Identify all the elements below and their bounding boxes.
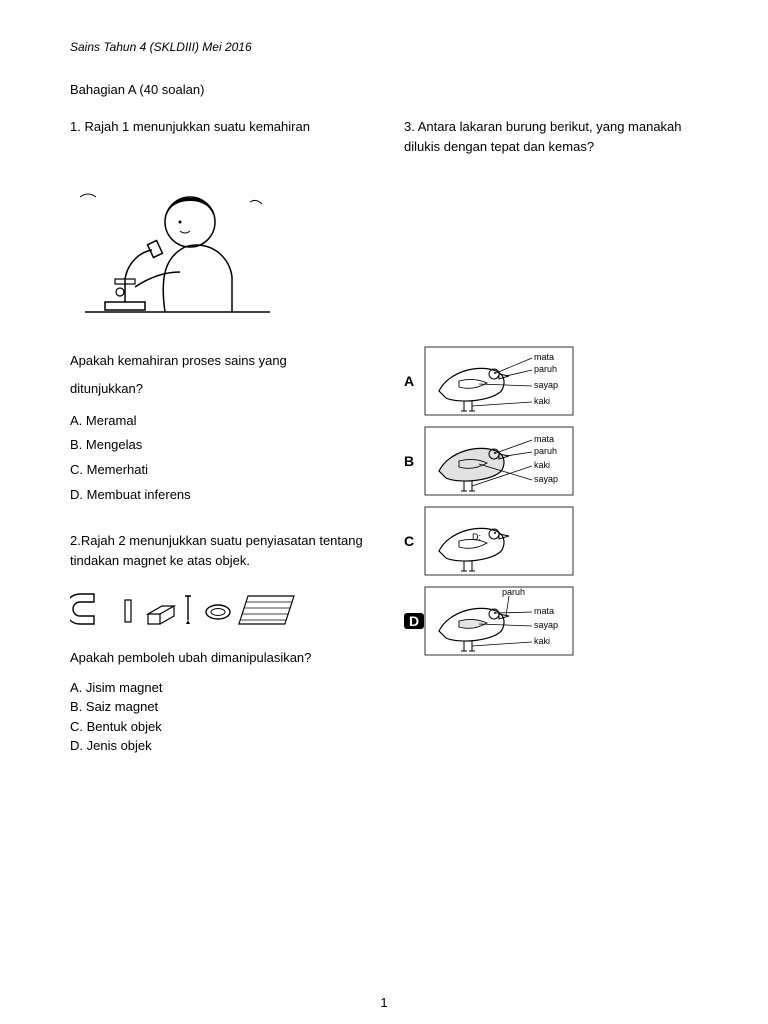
q3-option-b[interactable]: B mata paruh kaki sayap — [404, 426, 698, 496]
svg-text:mata: mata — [534, 434, 554, 444]
svg-text:sayap: sayap — [534, 380, 558, 390]
magnet-objects-icon — [70, 584, 320, 634]
q2-option-a[interactable]: A. Jisim magnet — [70, 678, 364, 698]
q2-option-b[interactable]: B. Saiz magnet — [70, 697, 364, 717]
q2-figure — [70, 584, 320, 634]
q2-option-c[interactable]: C. Bentuk objek — [70, 717, 364, 737]
bird-a-icon: mata paruh sayap kaki — [424, 346, 574, 416]
document-header: Sains Tahun 4 (SKLDIII) Mei 2016 — [70, 40, 698, 54]
svg-text:mata: mata — [534, 352, 554, 362]
bird-b-icon: mata paruh kaki sayap — [424, 426, 574, 496]
exam-page: Sains Tahun 4 (SKLDIII) Mei 2016 Bahagia… — [0, 0, 768, 1024]
q3-stem: 3. Antara lakaran burung berikut, yang m… — [404, 117, 698, 156]
q1-prompt-line2: ditunjukkan? — [70, 379, 364, 399]
microscope-boy-icon — [70, 167, 280, 337]
q2-stem: 2.Rajah 2 menunjukkan suatu penyiasatan … — [70, 531, 364, 570]
svg-text:paruh: paruh — [534, 364, 557, 374]
q3-options: A mata paruh sayap kaki — [404, 346, 698, 656]
q1-option-a[interactable]: A. Meramal — [70, 409, 364, 434]
svg-text:kaki: kaki — [534, 636, 550, 646]
q1-prompt-line1: Apakah kemahiran proses sains yang — [70, 349, 364, 374]
svg-text:mata: mata — [534, 606, 554, 616]
page-number: 1 — [0, 995, 768, 1010]
q3-option-a[interactable]: A mata paruh sayap kaki — [404, 346, 698, 416]
svg-text:kaki: kaki — [534, 460, 550, 470]
svg-text:kaki: kaki — [534, 396, 550, 406]
q2-prompt: Apakah pemboleh ubah dimanipulasikan? — [70, 648, 364, 668]
q1-option-c[interactable]: C. Memerhati — [70, 458, 364, 483]
svg-text:paruh: paruh — [502, 587, 525, 597]
section-title: Bahagian A (40 soalan) — [70, 82, 698, 97]
q1-stem: 1. Rajah 1 menunjukkan suatu kemahiran — [70, 117, 364, 137]
svg-text:D:: D: — [472, 532, 481, 542]
q1-option-b[interactable]: B. Mengelas — [70, 433, 364, 458]
q2-option-d[interactable]: D. Jenis objek — [70, 736, 364, 756]
bird-c-icon: D: — [424, 506, 574, 576]
two-column-layout: 1. Rajah 1 menunjukkan suatu kemahiran — [70, 117, 698, 756]
q3-option-c[interactable]: C D: — [404, 506, 698, 576]
q1-option-d[interactable]: D. Membuat inferens — [70, 483, 364, 508]
left-column: 1. Rajah 1 menunjukkan suatu kemahiran — [70, 117, 364, 756]
svg-text:paruh: paruh — [534, 446, 557, 456]
right-column: 3. Antara lakaran burung berikut, yang m… — [404, 117, 698, 756]
svg-text:sayap: sayap — [534, 474, 558, 484]
bird-d-icon: paruh mata sayap kaki — [424, 586, 574, 656]
q1-figure — [70, 167, 364, 337]
q3-option-d[interactable]: D paruh mata sayap kaki — [404, 586, 698, 656]
svg-text:sayap: sayap — [534, 620, 558, 630]
